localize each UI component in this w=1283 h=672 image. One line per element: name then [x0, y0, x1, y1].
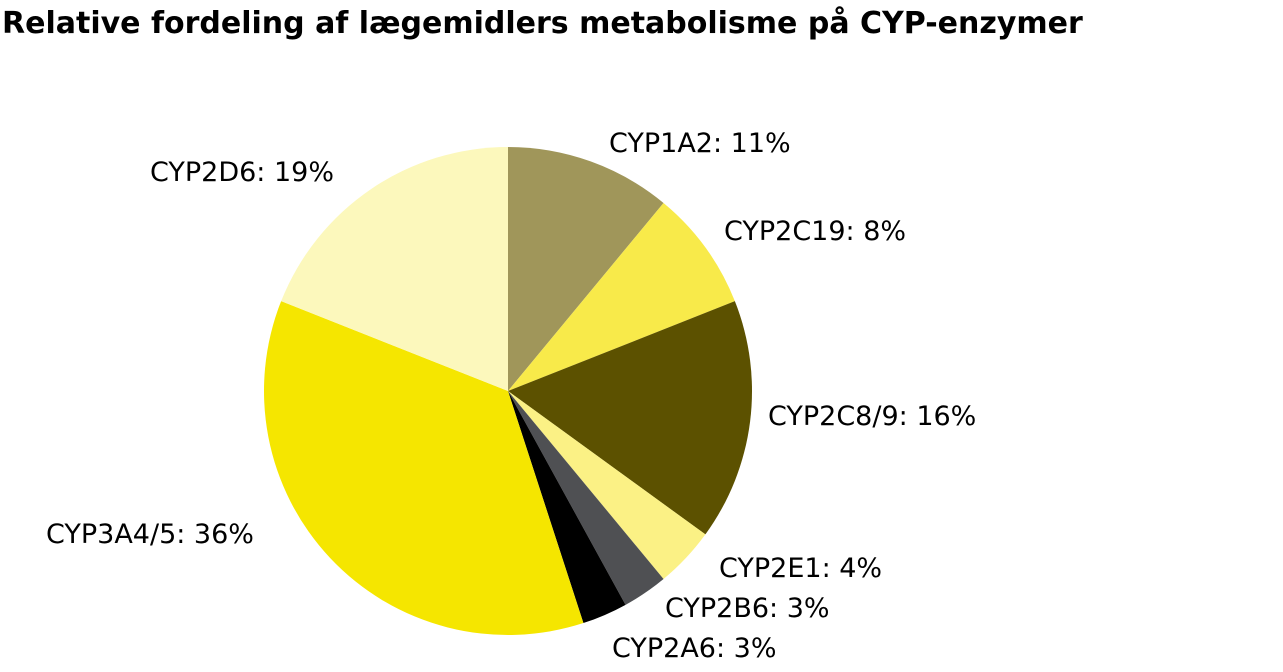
slice-label-cyp2d6: CYP2D6: 19% — [150, 157, 334, 188]
slice-label-cyp2e1: CYP2E1: 4% — [719, 553, 882, 584]
pie-slice-cyp2a6 — [508, 391, 626, 624]
slice-label-cyp2a6: CYP2A6: 3% — [612, 633, 777, 664]
slice-label-cyp1a2: CYP1A2: 11% — [609, 128, 791, 159]
pie-slice-cyp1a2 — [508, 147, 664, 391]
pie-slice-cyp2b6 — [508, 391, 664, 605]
pie-slice-cyp2d6 — [281, 147, 508, 391]
pie-slice-cyp2c19 — [508, 202, 735, 391]
pie-labels: CYP1A2: 11% CYP2C19: 8% CYP2C8/9: 16% CYP2E… — [46, 128, 976, 664]
pie-slice-cyp3a4-5 — [263, 301, 584, 636]
slice-label-cyp2c8-9: CYP2C8/9: 16% — [768, 401, 976, 432]
slice-label-cyp2c19: CYP2C19: 8% — [724, 216, 906, 247]
pie-slice-cyp2c8-9 — [508, 301, 753, 535]
slice-label-cyp3a4-5: CYP3A4/5: 36% — [46, 519, 254, 550]
pie-slice-cyp2e1 — [508, 391, 706, 580]
pie-slices — [263, 147, 753, 636]
slice-label-cyp2b6: CYP2B6: 3% — [665, 593, 830, 624]
chart-title: Relative fordeling af lægemidlers metabo… — [2, 6, 1083, 41]
